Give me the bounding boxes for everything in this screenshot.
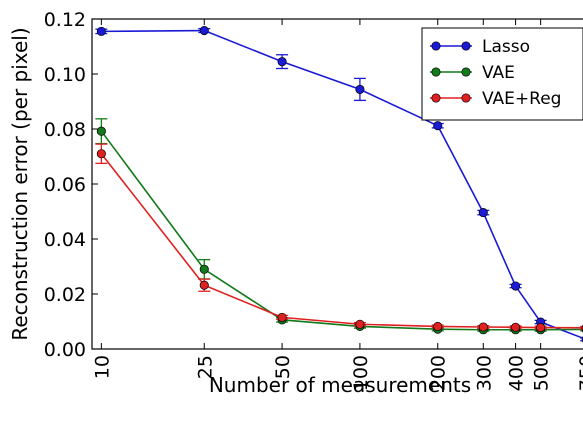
x-tick-label: 10 <box>91 355 113 379</box>
legend-marker <box>461 41 471 51</box>
series-vae <box>95 118 583 335</box>
x-tick-label: 100 <box>350 355 372 391</box>
data-point <box>511 322 521 332</box>
legend-marker <box>461 67 471 77</box>
legend: Lasso VAE VAE+Reg <box>421 27 583 121</box>
series-line <box>100 130 583 331</box>
data-point <box>433 321 443 331</box>
x-axis-title: Number of measurements <box>209 373 471 397</box>
data-point <box>511 281 521 291</box>
data-point <box>478 208 488 218</box>
series-line <box>100 153 583 329</box>
x-tick-label: 50 <box>272 355 294 379</box>
data-point <box>96 149 106 159</box>
data-point <box>355 319 365 329</box>
x-axis: 10 25 50 100 200 300 400 500 750 <box>91 19 583 391</box>
y-tick-label: 0.10 <box>44 64 86 86</box>
data-point <box>478 322 488 332</box>
x-tick-label: 200 <box>428 355 450 391</box>
legend-label: Lasso <box>482 37 530 57</box>
y-axis-title: Reconstruction error (per pixel) <box>8 27 32 340</box>
data-point <box>96 126 106 136</box>
legend-marker <box>431 93 441 103</box>
data-point <box>199 264 209 274</box>
series-vae-reg <box>95 143 583 333</box>
y-tick-label: 0.04 <box>44 229 86 251</box>
y-tick-label: 0.00 <box>44 339 86 361</box>
legend-label: VAE <box>482 63 515 83</box>
data-point <box>199 25 209 36</box>
x-tick-label: 750 <box>576 355 583 391</box>
series-layer <box>95 25 583 343</box>
data-point <box>277 57 287 67</box>
y-axis: 0.00 0.02 0.04 0.06 0.08 0.10 0.12 <box>44 9 98 361</box>
legend-box <box>421 27 583 121</box>
y-tick-label: 0.06 <box>44 174 86 196</box>
y-tick-label: 0.02 <box>44 284 86 306</box>
legend-label: VAE+Reg <box>482 89 561 109</box>
y-tick-label: 0.12 <box>44 9 86 31</box>
legend-marker <box>431 41 441 51</box>
x-tick-label: 400 <box>506 355 528 391</box>
legend-marker <box>431 67 441 77</box>
y-tick-label: 0.08 <box>44 119 86 141</box>
data-point <box>96 26 106 36</box>
x-tick-label: 25 <box>194 355 216 379</box>
data-point <box>199 280 209 290</box>
data-point <box>433 121 443 131</box>
x-tick-label: 500 <box>531 355 553 391</box>
legend-marker <box>461 93 471 103</box>
data-point <box>277 312 287 322</box>
data-point <box>536 322 546 333</box>
x-tick-label: 300 <box>473 355 495 391</box>
data-point <box>355 84 365 94</box>
